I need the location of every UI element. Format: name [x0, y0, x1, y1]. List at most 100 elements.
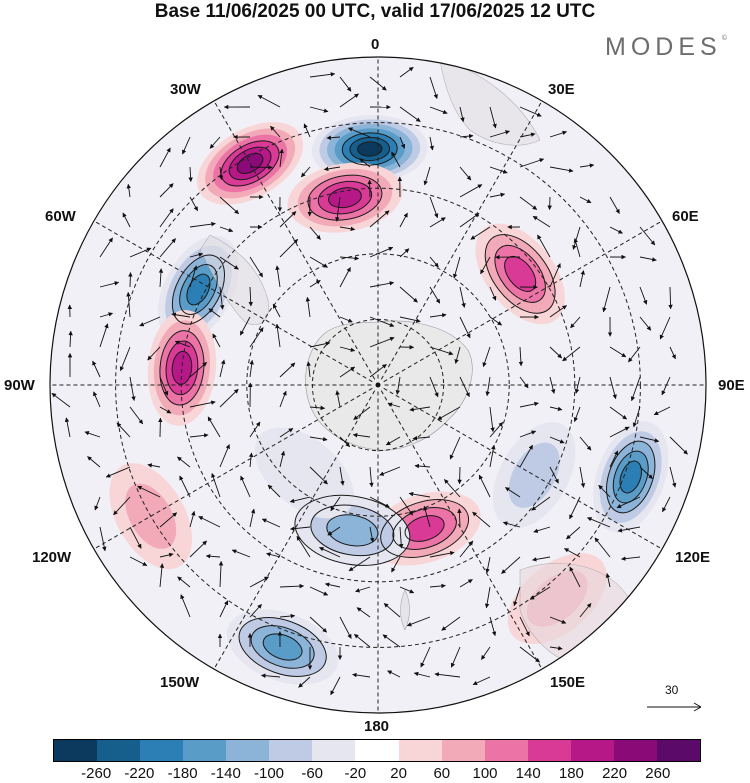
- wind-vector-arrow: [450, 646, 461, 668]
- anomaly-contour-fill: [186, 274, 211, 305]
- wind-vector-arrow: [549, 436, 565, 444]
- wind-vector-arrow: [305, 296, 311, 318]
- wind-vector-arrow: [270, 125, 281, 138]
- wind-vector-arrow: [459, 166, 472, 181]
- wind-vector-arrow: [502, 521, 521, 528]
- wind-vector-arrow: [208, 308, 221, 318]
- wind-vector-arrow: [429, 376, 439, 398]
- anomaly-contour-line: [349, 136, 391, 162]
- wind-vector-arrow: [661, 376, 671, 396]
- meridian-line: [93, 220, 373, 383]
- wind-vector-arrow: [399, 248, 410, 258]
- meridian-line: [383, 220, 663, 383]
- wind-vector-arrow: [459, 286, 466, 308]
- wind-vector-arrow: [249, 421, 261, 438]
- wind-vector-arrow: [198, 516, 221, 528]
- wind-vector-arrow: [579, 270, 585, 288]
- lon-label-60e: 60E: [672, 208, 699, 225]
- wind-vector-arrow: [549, 376, 556, 394]
- wind-vector-arrow: [180, 594, 191, 618]
- wind-vector-arrow: [429, 136, 434, 151]
- wind-vector-arrow: [481, 646, 491, 660]
- wind-vector-arrow: [218, 166, 224, 180]
- anomaly-contour-line: [165, 340, 199, 396]
- wind-vector-arrow: [549, 263, 561, 288]
- wind-vector-arrow: [309, 405, 326, 411]
- colorbar-tick-label: 20: [390, 765, 407, 782]
- anomaly-contour-fill: [172, 351, 192, 385]
- wind-vector-arrow: [413, 671, 431, 678]
- wind-vector-arrow: [382, 634, 401, 648]
- wind-vector-arrow: [519, 106, 542, 117]
- anomaly-contour-line: [238, 617, 327, 677]
- anomaly-field: [109, 114, 669, 685]
- wind-vector-arrow: [519, 430, 537, 438]
- wind-vector-arrow: [628, 346, 641, 363]
- wind-vector-arrow: [249, 359, 254, 378]
- wind-vector-arrow: [513, 586, 521, 607]
- wind-vector-arrow: [279, 239, 299, 258]
- wind-vector-arrow: [639, 466, 653, 479]
- colorbar-tick-label: -100: [253, 765, 285, 782]
- wind-vector-arrow: [639, 226, 656, 246]
- wind-vector-arrow: [359, 158, 371, 168]
- anomaly-contour-line: [341, 132, 398, 166]
- wind-vector-arrow: [429, 256, 439, 268]
- wind-vector-arrow: [105, 466, 131, 478]
- wind-vector-arrow: [457, 466, 462, 485]
- wind-vector-arrow: [459, 316, 471, 339]
- wind-vector-arrow: [309, 279, 321, 288]
- wind-vector-arrow: [129, 556, 148, 566]
- wind-vector-arrow: [385, 436, 401, 446]
- colorbar-tick-label: 140: [515, 765, 541, 782]
- wind-vector-arrow: [339, 93, 359, 108]
- wind-vector-arrow: [261, 518, 281, 528]
- wind-vector-arrow: [484, 586, 491, 609]
- wind-vector-arrow: [99, 312, 114, 318]
- wind-vector-arrow: [459, 376, 470, 398]
- wind-vector-arrow: [189, 433, 209, 438]
- wind-vector-arrow: [296, 535, 311, 558]
- wind-vector-arrow: [399, 286, 418, 303]
- anomaly-contour-line: [357, 141, 383, 157]
- wind-vector-arrow: [605, 573, 611, 588]
- wind-vector-arrow: [219, 359, 226, 378]
- wind-vector-arrow: [93, 391, 101, 408]
- wind-vector-arrow: [309, 72, 336, 78]
- wind-vector-arrow: [249, 604, 262, 618]
- wind-vector-arrow: [379, 466, 401, 476]
- wind-vector-arrow: [630, 376, 641, 402]
- land-masses: [199, 59, 633, 666]
- wind-vector-arrow: [489, 130, 510, 138]
- wind-vector-arrow: [218, 560, 224, 588]
- wind-vector-arrow: [129, 247, 152, 258]
- wind-vector-arrow: [472, 511, 491, 528]
- wind-vector-arrow: [457, 508, 462, 528]
- anomaly-contour-line: [307, 174, 383, 221]
- wind-vector-arrow: [369, 466, 374, 488]
- wind-vector-arrow: [339, 226, 356, 232]
- wind-vector-arrow: [94, 496, 101, 511]
- lon-label-0: 0: [371, 36, 380, 53]
- wind-vector-arrow: [399, 66, 414, 78]
- wind-vector-arrow: [429, 196, 439, 219]
- wind-vector-arrow: [309, 466, 328, 485]
- colorbar-tick-label: -140: [210, 765, 241, 782]
- colorbar-tick-label: 220: [602, 765, 628, 782]
- wind-vector-arrow: [383, 603, 401, 618]
- wind-vector-arrow: [454, 346, 461, 364]
- wind-vector-arrow: [309, 341, 331, 348]
- wind-vector-arrow: [659, 316, 671, 340]
- anomaly-contour-line: [504, 255, 537, 292]
- wind-vector-arrow: [51, 392, 71, 408]
- wind-vector-arrow: [429, 106, 448, 115]
- anomaly-contour-line: [612, 450, 649, 504]
- wind-vector-arrow: [609, 346, 627, 358]
- colorbar-segment: [656, 740, 700, 761]
- wind-vector-arrow: [429, 550, 455, 558]
- colorbar-segment: [226, 740, 270, 761]
- anomaly-contour-line: [619, 460, 642, 494]
- wind-vector-arrow: [489, 166, 508, 174]
- wind-vector-arrow: [398, 526, 404, 549]
